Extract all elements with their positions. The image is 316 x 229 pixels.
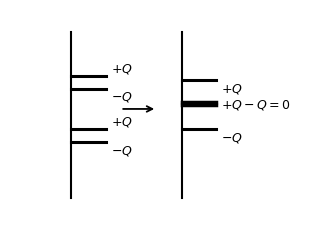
Text: $+Q$: $+Q$ <box>111 115 132 129</box>
Text: $+Q$: $+Q$ <box>111 62 132 76</box>
Text: $+Q$: $+Q$ <box>221 81 243 95</box>
Text: $+Q-Q=0$: $+Q-Q=0$ <box>221 97 291 111</box>
Text: $-Q$: $-Q$ <box>111 90 132 104</box>
Text: $-Q$: $-Q$ <box>111 143 132 157</box>
Text: $-Q$: $-Q$ <box>221 131 243 144</box>
